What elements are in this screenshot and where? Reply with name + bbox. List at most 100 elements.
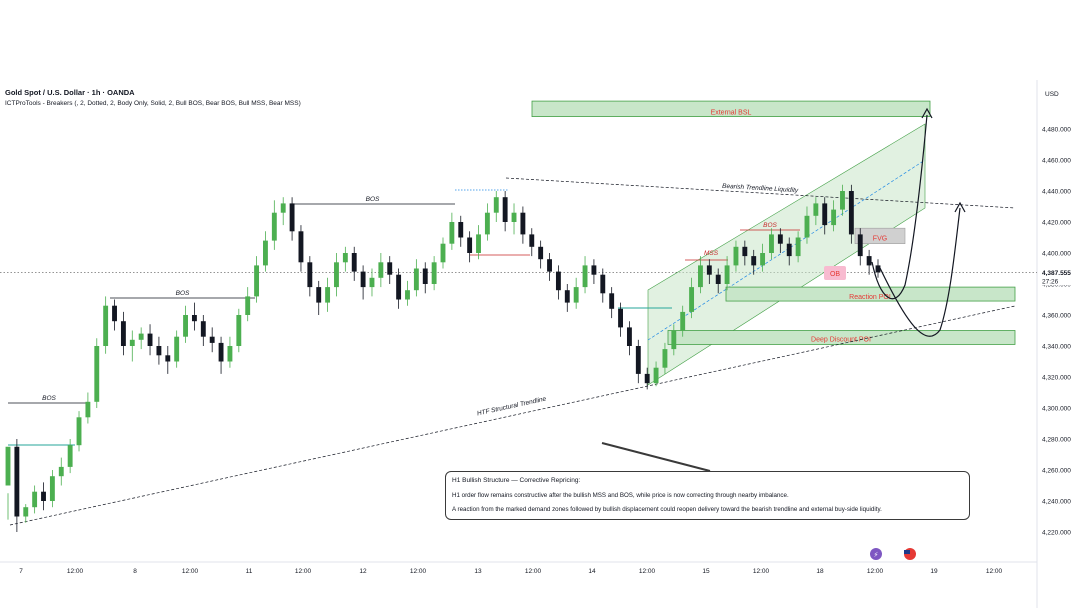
candle-body [706,265,712,275]
candle-body [555,271,561,291]
candle-body [174,336,180,362]
projection-arrow-secondary [954,201,966,213]
candle-body [529,234,535,247]
x-tick-label: 12:00 [639,568,656,575]
y-tick-label: 4,320.000 [1042,375,1071,382]
deep-discount-poi-zone [667,330,1016,345]
candle-body [351,253,357,272]
x-tick-label: 12:00 [986,568,1003,575]
candle-body [289,203,295,232]
candle-body [236,315,242,346]
candle-body [67,445,73,467]
x-tick-label: 12:00 [295,568,312,575]
note-title: H1 Bullish Structure — Corrective Repric… [452,477,581,484]
candle-body [520,212,526,235]
candle-body [751,256,757,266]
candle-body [493,197,499,213]
bos-label: BOS [763,222,777,229]
external-bsl-zone [531,100,931,117]
y-tick-label: 4,420.000 [1042,220,1071,227]
candle-body [5,446,11,486]
candle-body [413,268,419,291]
candle-body [156,346,162,356]
y-tick-label: 4,460.000 [1042,158,1071,165]
candle-body [662,349,668,368]
currency-label[interactable]: USD [1045,91,1059,98]
candle-body [129,339,135,346]
candle-body [218,342,224,362]
candle-body [857,234,863,257]
bos-label: BOS [366,196,380,203]
y-tick-label: 4,360.000 [1042,313,1071,320]
y-tick-label: 4,240.000 [1042,499,1071,506]
candle-body [396,274,402,300]
candle-body [200,321,206,337]
candle-body [626,327,632,346]
candle-body [671,330,677,350]
candle-body [120,321,126,346]
indicator-label[interactable]: ICTProTools - Breakers (, 2, Dotted, 2, … [5,100,301,107]
candle-body [795,237,801,257]
candle-body [41,491,46,501]
candle-body [804,215,810,238]
x-tick-label: 11 [246,568,253,575]
candle-body [191,315,197,322]
us-flag-canton [904,550,910,554]
x-tick-label: 12:00 [525,568,542,575]
lightning-icon [870,548,882,560]
candle-body [254,265,260,297]
candle-body [32,491,38,508]
candle-body [484,212,490,235]
candle-body [733,246,739,266]
candle-body [245,296,251,315]
candle-body [307,262,313,288]
analysis-note: H1 Bullish Structure — Corrective Repric… [445,471,970,520]
x-tick-label: 12:00 [182,568,199,575]
mss-label: MSS [704,250,719,257]
candle-body [298,231,304,263]
candle-body [316,287,322,303]
candle-body [822,203,828,226]
x-tick-label: 12:00 [867,568,884,575]
htf-structural-trendline [9,305,1016,526]
projection-path-secondary [879,207,961,337]
candle-body [138,333,144,340]
candle-body [742,246,748,257]
x-tick-label: 12:00 [753,568,770,575]
candle-body [263,240,268,266]
x-tick-label: 8 [133,568,137,575]
y-tick-label: 4,220.000 [1042,530,1071,537]
candle-body [58,466,64,477]
x-tick-label: 19 [930,568,938,575]
candle-body [547,259,552,272]
candle-body [813,203,819,216]
y-tick-label: 4,340.000 [1042,344,1071,351]
fvg-label: FVG [873,236,887,243]
candle-body [209,336,215,343]
x-tick-label: 12 [359,568,367,575]
candle-body [458,222,464,238]
candle-body [449,222,455,244]
candle-body [103,305,109,346]
candle-body [334,262,339,288]
candle-body [440,243,446,263]
candle-body [112,305,117,322]
note-pointer [601,442,711,472]
candle-body [369,277,375,288]
candle-body [227,346,233,362]
candle-body [271,212,277,241]
candle-body [422,268,428,284]
candle-body [680,311,686,331]
bos-label: BOS [42,395,56,402]
candle-body [866,256,872,266]
candle-body [511,212,517,222]
note-line-1: H1 order flow remains constructive after… [452,492,789,499]
candle-body [476,234,481,253]
candle-body [342,253,348,263]
symbol-title: Gold Spot / U.S. Dollar · 1h · OANDA [5,88,135,97]
y-tick-label: 4,480.000 [1042,127,1071,134]
candle-body [387,262,393,275]
candle-body [467,237,473,253]
candle-body [94,346,100,402]
